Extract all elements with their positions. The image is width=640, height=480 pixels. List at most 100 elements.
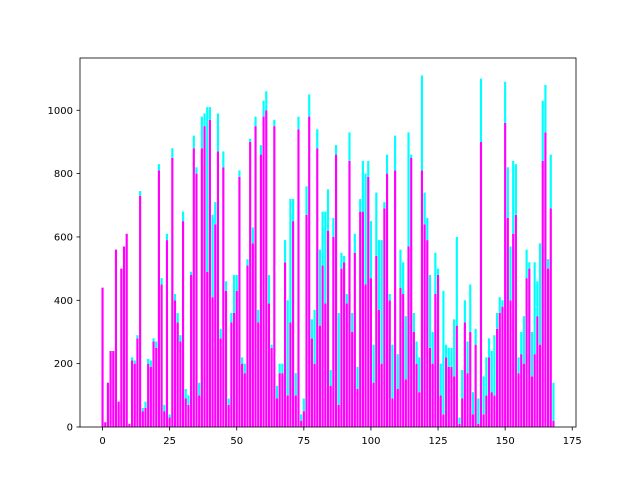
- bar-series-2-21: [157, 164, 160, 171]
- bar-series-1-115: [410, 157, 413, 427]
- bar-series-2-100: [369, 221, 373, 279]
- bar-series-1-135: [463, 322, 466, 427]
- bar-series-1-94: [353, 252, 356, 427]
- y-tick-label: 800: [54, 169, 73, 180]
- bar-series-1-4: [112, 350, 115, 427]
- bar-series-1-116: [412, 331, 415, 427]
- y-tick-label: 600: [54, 232, 73, 243]
- bar-series-2-42: [214, 202, 217, 225]
- bar-series-1-49: [232, 312, 236, 427]
- bar-series-2-29: [179, 335, 182, 342]
- bar-series-1-66: [278, 373, 281, 427]
- x-tick-label: 0: [99, 436, 105, 447]
- bar-series-2-117: [415, 341, 418, 364]
- bar-series-1-71: [292, 221, 295, 427]
- bar-series-1-112: [402, 293, 405, 427]
- bar-series-1-34: [192, 148, 195, 427]
- bar-series-2-145: [490, 350, 493, 393]
- bar-series-1-69: [286, 395, 289, 427]
- bar-series-2-91: [345, 293, 348, 304]
- bar-series-2-127: [442, 290, 445, 415]
- bar-series-2-58: [257, 309, 260, 323]
- bar-series-2-161: [533, 262, 536, 355]
- bar-series-2-85: [329, 369, 332, 386]
- bar-series-1-39: [206, 271, 209, 427]
- bar-series-2-143: [485, 357, 488, 396]
- bar-series-1-119: [420, 170, 424, 427]
- bar-series-2-39: [206, 107, 209, 272]
- bar-series-1-55: [249, 141, 252, 427]
- bar-series-1-74: [300, 420, 303, 427]
- bar-series-1-89: [340, 268, 343, 427]
- bar-series-2-57: [254, 116, 257, 127]
- bar-series-1-44: [219, 338, 222, 427]
- bar-series-2-50: [235, 274, 238, 291]
- bar-series-2-30: [181, 211, 185, 222]
- bar-series-2-156: [520, 331, 523, 355]
- bar-series-1-125: [436, 274, 440, 427]
- bar-series-2-51: [238, 170, 241, 177]
- bar-series-1-140: [477, 423, 480, 427]
- bar-series-2-65: [275, 385, 279, 399]
- bar-series-1-104: [380, 363, 383, 427]
- bar-series-2-153: [512, 160, 515, 234]
- bar-series-2-108: [391, 344, 394, 399]
- bar-series-1-138: [471, 414, 475, 427]
- bar-series-1-92: [348, 160, 351, 427]
- bar-series-2-53: [243, 363, 246, 374]
- bar-series-1-36: [198, 395, 201, 427]
- bar-series-2-13: [136, 335, 139, 339]
- bar-series-2-138: [471, 392, 475, 415]
- bar-series-1-153: [512, 233, 515, 427]
- bar-series-2-102: [375, 192, 378, 256]
- bar-series-2-17: [147, 358, 150, 364]
- bar-series-2-73: [297, 116, 300, 130]
- bar-series-1-26: [171, 157, 174, 427]
- bar-series-2-124: [434, 252, 437, 294]
- bar-series-2-81: [318, 249, 322, 326]
- bar-series-2-94: [353, 233, 356, 253]
- bar-series-2-128: [445, 344, 448, 358]
- bar-series-1-27: [173, 300, 177, 427]
- bar-series-2-111: [399, 249, 402, 288]
- bar-series-2-11: [131, 357, 134, 361]
- bar-series-1-99: [367, 176, 370, 427]
- bar-series-1-31: [184, 398, 187, 427]
- bar-series-1-5: [114, 249, 118, 427]
- bar-series-2-40: [208, 107, 211, 120]
- bar-series-1-126: [439, 395, 442, 427]
- bar-series-2-101: [372, 344, 375, 383]
- bar-series-2-151: [506, 167, 509, 218]
- bar-series-1-161: [533, 354, 536, 427]
- bar-series-1-87: [334, 154, 338, 428]
- bar-series-2-74: [300, 414, 303, 421]
- bar-series-2-137: [469, 284, 472, 332]
- bar-series-1-48: [230, 322, 233, 427]
- y-tick-label: 0: [67, 423, 73, 434]
- bar-series-1-21: [157, 170, 160, 427]
- bar-series-2-23: [163, 404, 166, 412]
- bar-series-2-113: [404, 316, 407, 380]
- plot-area-frame: [79, 57, 577, 428]
- bar-series-2-84: [326, 189, 330, 231]
- bar-series-1-24: [165, 240, 169, 427]
- bar-series-2-160: [530, 331, 534, 377]
- bar-series-2-68: [283, 240, 287, 263]
- bar-series-1-114: [407, 246, 410, 427]
- bar-series-1-144: [487, 357, 491, 427]
- bar-series-2-98: [364, 173, 367, 285]
- bar-series-2-148: [498, 297, 501, 313]
- bar-series-2-135: [463, 300, 466, 323]
- bar-series-1-84: [326, 230, 330, 427]
- x-tick-label: 100: [361, 436, 380, 447]
- bar-series-1-72: [294, 395, 297, 427]
- bar-series-1-91: [345, 303, 348, 427]
- bar-series-1-131: [453, 376, 456, 427]
- bar-series-2-164: [541, 100, 544, 161]
- bar-series-1-121: [426, 240, 429, 427]
- bar-series-1-142: [482, 414, 485, 427]
- bar-series-2-163: [538, 243, 542, 345]
- bar-series-1-97: [361, 211, 364, 427]
- bar-series-2-146: [493, 335, 496, 396]
- bar-series-2-62: [267, 274, 271, 304]
